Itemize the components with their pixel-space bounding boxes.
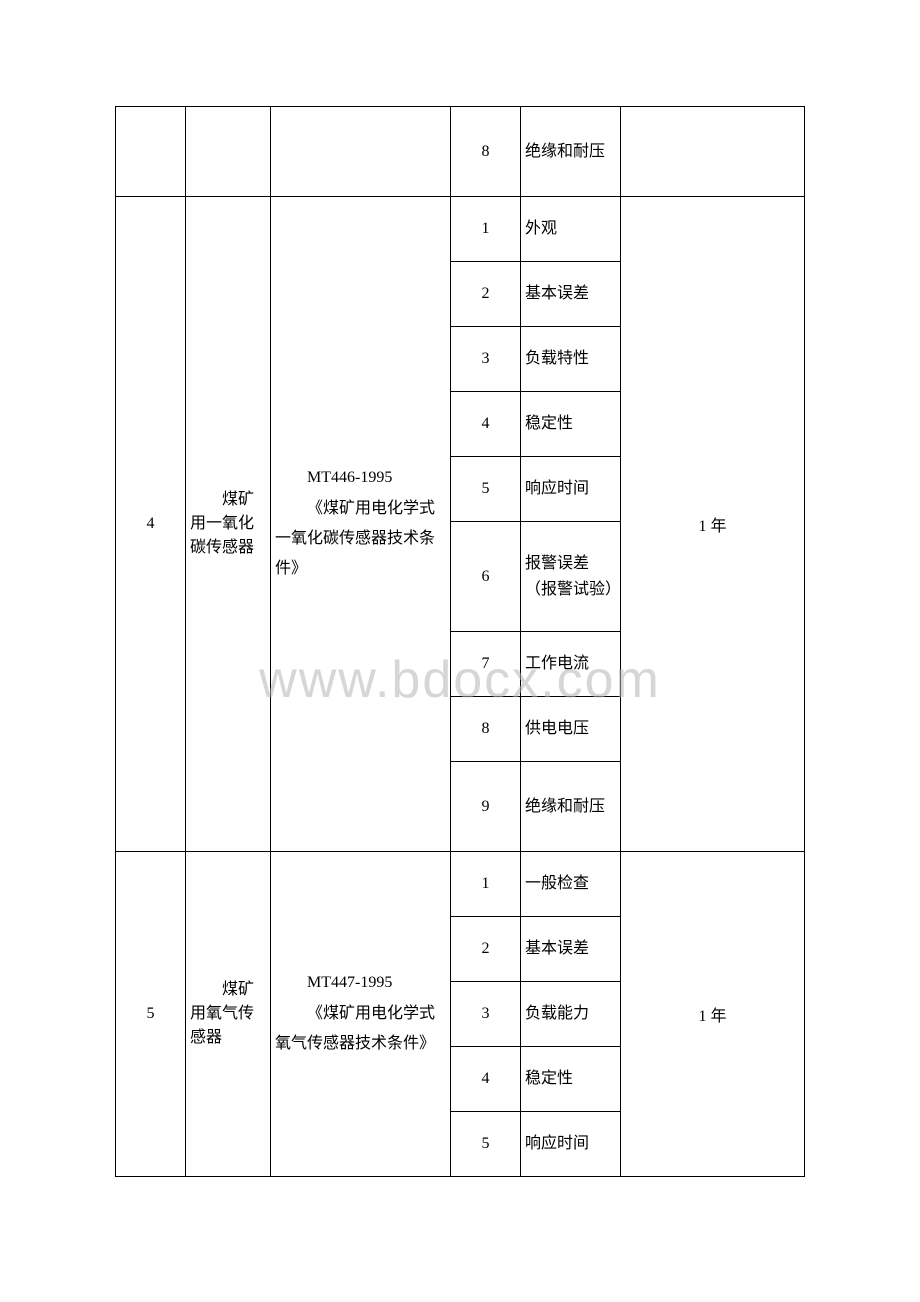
cell-section-name: 煤矿用一氧化碳传感器 [186,197,271,852]
cell-section-id: 4 [116,197,186,852]
cell-item-label: 外观 [521,197,621,262]
standards-table: 8 绝缘和耐压 4 煤矿用一氧化碳传感器 MT446-1995 《煤矿用电化学式… [115,106,805,1177]
cell-item-num: 3 [451,327,521,392]
cell-item-num: 1 [451,197,521,262]
cell-item-num: 3 [451,982,521,1047]
cell-item-label: 负载能力 [521,982,621,1047]
cell-item-num: 2 [451,917,521,982]
cell-item-num: 8 [451,107,521,197]
cell-item-label: 绝缘和耐压 [521,107,621,197]
cell-standard-prev [271,107,451,197]
standard-code: MT447-1995 [275,968,442,998]
cell-item-label: 供电电压 [521,697,621,762]
cell-item-label: 基本误差 [521,917,621,982]
cell-item-num: 5 [451,457,521,522]
cell-item-label: 响应时间 [521,457,621,522]
table-row: 4 煤矿用一氧化碳传感器 MT446-1995 《煤矿用电化学式一氧化碳传感器技… [116,197,805,262]
cell-item-num: 4 [451,1047,521,1112]
standards-table-container: 8 绝缘和耐压 4 煤矿用一氧化碳传感器 MT446-1995 《煤矿用电化学式… [115,106,805,1177]
cell-item-num: 5 [451,1112,521,1177]
cell-name-prev [186,107,271,197]
cell-standard: MT447-1995 《煤矿用电化学式氧气传感器技术条件》 [271,852,451,1177]
table-row: 5 煤矿用氧气传感器 MT447-1995 《煤矿用电化学式氧气传感器技术条件》… [116,852,805,917]
cell-item-num: 9 [451,762,521,852]
cell-item-label: 报警误差（报警试验） [521,522,621,632]
cell-period: 1 年 [621,852,805,1177]
standard-code: MT446-1995 [275,463,442,493]
cell-period-prev [621,107,805,197]
cell-item-label: 一般检查 [521,852,621,917]
cell-item-num: 4 [451,392,521,457]
cell-id-prev [116,107,186,197]
cell-section-name: 煤矿用氧气传感器 [186,852,271,1177]
cell-item-num: 6 [451,522,521,632]
cell-item-label: 稳定性 [521,392,621,457]
cell-item-label: 绝缘和耐压 [521,762,621,852]
cell-item-label: 工作电流 [521,632,621,697]
cell-item-label: 基本误差 [521,262,621,327]
cell-section-id: 5 [116,852,186,1177]
table-row: 8 绝缘和耐压 [116,107,805,197]
cell-item-num: 7 [451,632,521,697]
cell-item-label: 响应时间 [521,1112,621,1177]
cell-standard: MT446-1995 《煤矿用电化学式一氧化碳传感器技术条件》 [271,197,451,852]
cell-item-label: 稳定性 [521,1047,621,1112]
standard-title: 《煤矿用电化学式氧气传感器技术条件》 [275,999,442,1060]
cell-item-num: 8 [451,697,521,762]
standard-title: 《煤矿用电化学式一氧化碳传感器技术条件》 [275,494,442,585]
cell-item-num: 1 [451,852,521,917]
cell-item-label: 负载特性 [521,327,621,392]
cell-period: 1 年 [621,197,805,852]
cell-item-num: 2 [451,262,521,327]
